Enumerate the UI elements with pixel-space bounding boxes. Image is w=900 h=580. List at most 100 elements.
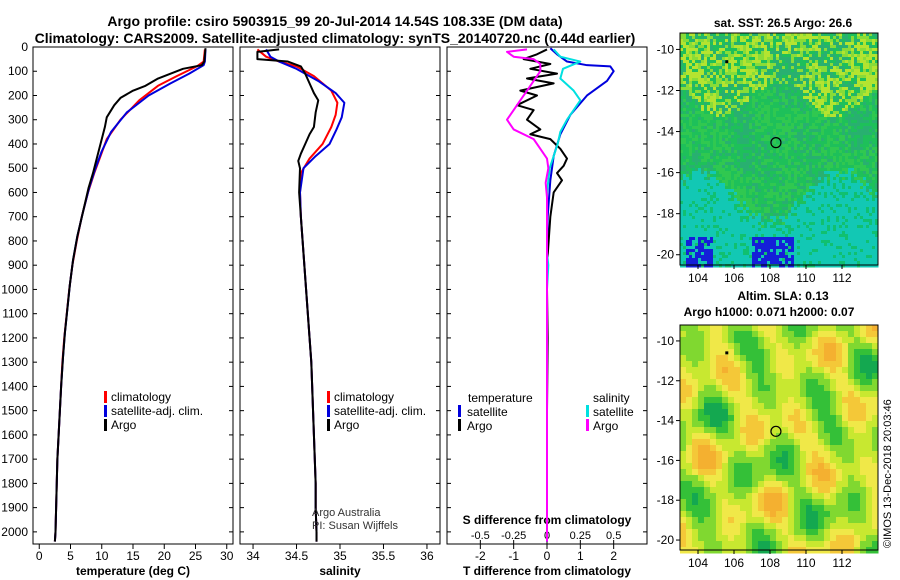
legend-label: Argo bbox=[111, 418, 137, 432]
argo-line bbox=[53, 48, 207, 542]
legend-label: satellite-adj. clim. bbox=[334, 404, 426, 418]
depth-tick-label: 400 bbox=[8, 137, 28, 151]
x-tick-label: 15 bbox=[126, 549, 140, 563]
temperature-panel: 0100200300400500600700800900100011001200… bbox=[1, 40, 233, 578]
lon-tick-label: 104 bbox=[688, 556, 708, 570]
legend-swatch bbox=[458, 419, 461, 431]
x-tick-label: 0 bbox=[36, 549, 43, 563]
x-tick-label: 34.5 bbox=[285, 549, 309, 563]
float-track-point bbox=[725, 60, 729, 64]
lon-tick-label: 106 bbox=[724, 556, 744, 570]
legend-title-salinity: salinity bbox=[593, 391, 630, 405]
lat-tick-label: -10 bbox=[657, 334, 675, 348]
depth-tick-label: 2000 bbox=[1, 525, 28, 539]
x-tick-label: -1 bbox=[508, 549, 519, 563]
profile-location-marker bbox=[770, 137, 782, 149]
x-tick-label: 30 bbox=[220, 549, 234, 563]
depth-tick-label: 1000 bbox=[1, 282, 28, 296]
salinity-panel: 34 34.5 35 35.5 36 salinity climatologysatelli… bbox=[239, 46, 441, 578]
legend-label: Argo bbox=[593, 419, 619, 433]
lon-tick-label: 110 bbox=[796, 271, 815, 285]
legend-swatch bbox=[104, 391, 107, 403]
sla-map: 104 106 108 110 112 -20 -18 -16 -14 -12 -10 Altim. … bbox=[657, 289, 879, 570]
s-tick-label: -0.5 bbox=[471, 530, 490, 542]
x-tick-label: 0 bbox=[544, 549, 551, 563]
depth-tick-label: 0 bbox=[21, 40, 28, 54]
depth-tick-label: 1900 bbox=[1, 501, 28, 515]
legend-swatch bbox=[586, 405, 589, 417]
depth-tick-label: 1600 bbox=[1, 428, 28, 442]
salinity-plot-frame bbox=[239, 46, 441, 545]
depth-tick-label: 1100 bbox=[2, 307, 28, 321]
lat-tick-label: -16 bbox=[657, 453, 675, 467]
temperature-axis-label: temperature (deg C) bbox=[76, 564, 190, 578]
s-tick-label: 0.5 bbox=[606, 530, 621, 542]
lat-tick-label: -20 bbox=[657, 248, 675, 262]
lon-tick-label: 110 bbox=[796, 556, 815, 570]
depth-tick-label: 1400 bbox=[1, 379, 28, 393]
x-tick-label: -2 bbox=[475, 549, 486, 563]
lat-tick-label: -18 bbox=[657, 207, 675, 221]
legend-swatch bbox=[104, 419, 107, 431]
depth-tick-label: 1800 bbox=[1, 476, 28, 490]
lon-tick-label: 104 bbox=[688, 271, 708, 285]
x-tick-label: 35.5 bbox=[372, 549, 396, 563]
depth-tick-label: 300 bbox=[8, 113, 28, 127]
sst-map-field bbox=[680, 33, 879, 268]
lat-tick-label: -14 bbox=[657, 414, 675, 428]
credit-annotation: PI: Susan Wijffels bbox=[312, 520, 398, 532]
depth-tick-label: 100 bbox=[8, 64, 28, 78]
depth-tick-label: 700 bbox=[8, 210, 28, 224]
depth-tick-label: 900 bbox=[8, 258, 28, 272]
legend-swatch bbox=[104, 405, 107, 417]
s-tick-label: 0.25 bbox=[570, 530, 591, 542]
legend-title-temperature: temperature bbox=[468, 391, 533, 405]
lon-tick-label: 112 bbox=[832, 556, 851, 570]
sla-map-frame bbox=[679, 324, 879, 551]
lat-tick-label: -12 bbox=[657, 374, 675, 388]
lon-tick-label: 108 bbox=[760, 556, 780, 570]
legend-label: satellite bbox=[467, 405, 508, 419]
legend-swatch bbox=[458, 405, 461, 417]
depth-tick-label: 1700 bbox=[1, 452, 28, 466]
legend-label: Argo bbox=[334, 418, 360, 432]
sst-map: 104 106 108 110 112 -20 -18 -16 -14 -12 -10 sat. SS… bbox=[657, 16, 879, 285]
depth-tick-label: 200 bbox=[8, 88, 28, 102]
legend-swatch bbox=[327, 405, 330, 417]
depth-tick-label: 600 bbox=[8, 185, 28, 199]
x-tick-label: 35 bbox=[333, 549, 347, 563]
figure-title-line-1: Argo profile: csiro 5903915_99 20-Jul-20… bbox=[107, 13, 563, 29]
lon-tick-label: 112 bbox=[832, 271, 851, 285]
legend-label: climatology bbox=[334, 390, 394, 404]
depth-tick-label: 800 bbox=[8, 234, 28, 248]
sst-map-frame bbox=[679, 32, 879, 266]
lat-tick-label: -14 bbox=[657, 125, 675, 139]
imos-stamp: ©IMOS 13-Dec-2018 20:03:46 bbox=[882, 399, 894, 548]
salinity-argo-line bbox=[506, 48, 550, 542]
salinity-axis-label: salinity bbox=[319, 564, 361, 578]
depth-tick-label: 1500 bbox=[1, 404, 28, 418]
depth-tick-label: 1300 bbox=[1, 355, 28, 369]
figure-title-line-2: Climatology: CARS2009. Satellite-adjuste… bbox=[34, 30, 636, 46]
x-tick-label: 25 bbox=[189, 549, 203, 563]
legend-swatch bbox=[327, 419, 330, 431]
legend-label: climatology bbox=[111, 390, 171, 404]
sla-map-subtitle: Argo h1000: 0.071 h2000: 0.07 bbox=[684, 305, 855, 319]
legend-label: satellite-adj. clim. bbox=[111, 404, 203, 418]
sla-map-title: Altim. SLA: 0.13 bbox=[737, 289, 829, 303]
x-tick-label: 34 bbox=[246, 549, 260, 563]
legend-swatch bbox=[586, 419, 589, 431]
lat-tick-label: -12 bbox=[657, 83, 675, 97]
x-tick-label: 10 bbox=[95, 549, 109, 563]
lat-tick-label: -18 bbox=[657, 493, 675, 507]
lat-tick-label: -20 bbox=[657, 533, 675, 547]
lon-tick-label: 106 bbox=[724, 271, 744, 285]
x-tick-label: 20 bbox=[158, 549, 172, 563]
float-track-point bbox=[725, 351, 729, 355]
lon-tick-label: 108 bbox=[760, 271, 780, 285]
x-tick-label: 1 bbox=[577, 549, 584, 563]
s-tick-label: -0.25 bbox=[501, 530, 526, 542]
legend-label: Argo bbox=[467, 419, 493, 433]
